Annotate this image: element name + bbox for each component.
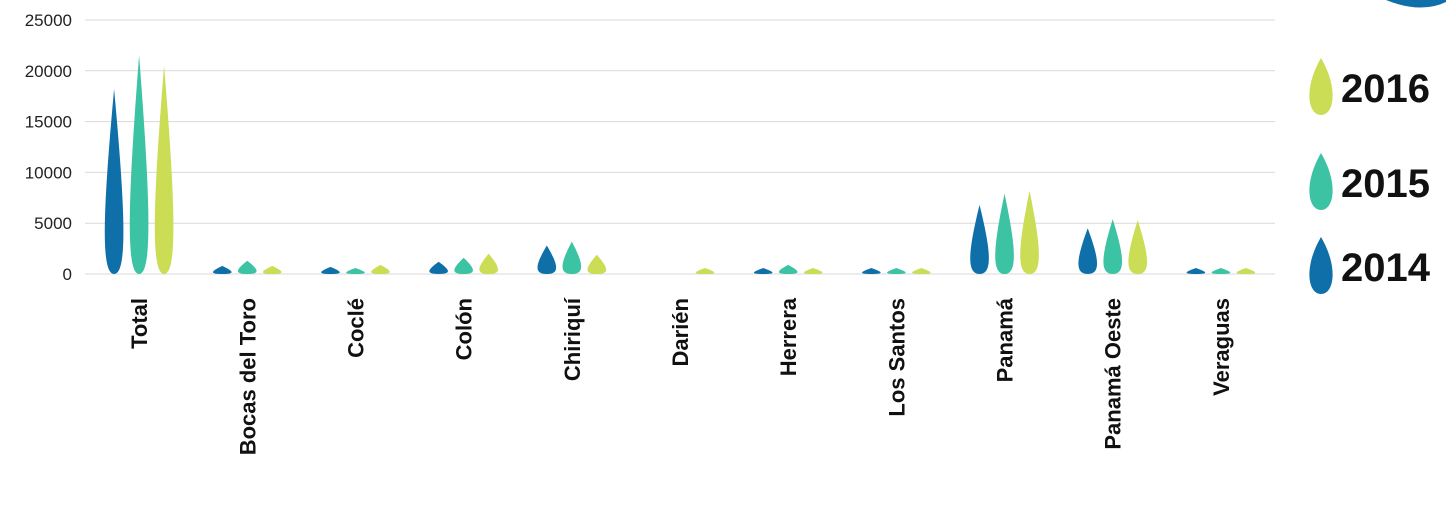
legend-label: 2015 — [1341, 162, 1430, 206]
x-category-label: Los Santos — [884, 298, 909, 417]
y-tick-label: 0 — [63, 265, 72, 284]
mark-2015-colón — [454, 257, 473, 274]
mark-2016-herrera — [803, 268, 823, 274]
x-axis-categories: Total Bocas del Toro Coclé Colón Chiriquí Dar… — [127, 297, 1234, 455]
mark-2016-veraguas — [1236, 268, 1256, 274]
x-category-label: Darién — [668, 298, 693, 366]
mark-2016-total — [154, 65, 174, 274]
legend-label: 2016 — [1341, 67, 1430, 111]
mark-2014-los-santos — [862, 268, 881, 274]
x-category-label: Colón — [452, 298, 477, 360]
x-category-label: Coclé — [343, 298, 368, 358]
mark-2015-herrera — [778, 264, 798, 274]
mark-2014-coclé — [321, 266, 340, 274]
x-category-label: Panamá Oeste — [1101, 298, 1126, 450]
mark-2016-panamá-oeste — [1128, 220, 1148, 274]
x-category-label: Herrera — [776, 297, 801, 376]
y-tick-label: 25000 — [25, 11, 72, 30]
mark-2016-panamá — [1020, 190, 1039, 274]
x-category-label: Panamá — [993, 297, 1018, 382]
legend-flame-icon — [1309, 153, 1333, 210]
mark-2014-total — [104, 89, 124, 274]
corner-swoosh-decoration — [1386, 0, 1446, 8]
legend-flame-icon — [1309, 58, 1333, 115]
mark-2015-veraguas — [1211, 268, 1231, 274]
y-tick-label: 20000 — [25, 62, 72, 81]
mark-2015-panamá — [995, 193, 1014, 274]
mark-2014-herrera — [753, 268, 773, 274]
mark-2015-panamá-oeste — [1103, 219, 1123, 274]
mark-2015-total — [129, 55, 149, 275]
data-marks — [104, 55, 1256, 275]
legend-item-2016: 2016 — [1309, 58, 1430, 115]
legend-item-2015: 2015 — [1309, 153, 1430, 210]
legend: 2016 2015 2014 — [1309, 58, 1431, 294]
mark-2015-los-santos — [887, 268, 906, 274]
y-tick-label: 15000 — [25, 113, 72, 132]
x-category-label: Veraguas — [1209, 298, 1234, 396]
legend-label: 2014 — [1341, 246, 1431, 290]
y-axis-ticks: 0 5000 10000 15000 20000 25000 — [25, 11, 72, 284]
legend-item-2014: 2014 — [1309, 237, 1431, 294]
x-category-label: Total — [127, 298, 152, 349]
mark-2016-los-santos — [912, 268, 931, 274]
mark-2014-colón — [429, 261, 448, 274]
legend-flame-icon — [1309, 237, 1333, 294]
mark-2016-chiriquí — [587, 254, 607, 274]
mark-2016-colón — [479, 253, 498, 274]
mark-2014-veraguas — [1186, 268, 1206, 274]
mark-2014-chiriquí — [537, 245, 557, 274]
mark-2015-chiriquí — [562, 241, 582, 274]
x-category-label: Bocas del Toro — [235, 298, 260, 455]
mark-2015-bocas-del-toro — [237, 260, 257, 274]
mark-2014-bocas-del-toro — [212, 265, 232, 274]
mark-2014-panamá-oeste — [1078, 228, 1098, 274]
mark-2016-darién — [695, 268, 715, 274]
x-category-label: Chiriquí — [560, 297, 585, 381]
y-tick-label: 5000 — [34, 214, 72, 233]
mark-2016-bocas-del-toro — [262, 265, 282, 274]
mark-2016-coclé — [371, 264, 390, 274]
gridlines — [85, 19, 1275, 275]
mark-2014-panamá — [970, 204, 989, 274]
y-tick-label: 10000 — [25, 163, 72, 182]
mark-2015-coclé — [346, 268, 365, 274]
